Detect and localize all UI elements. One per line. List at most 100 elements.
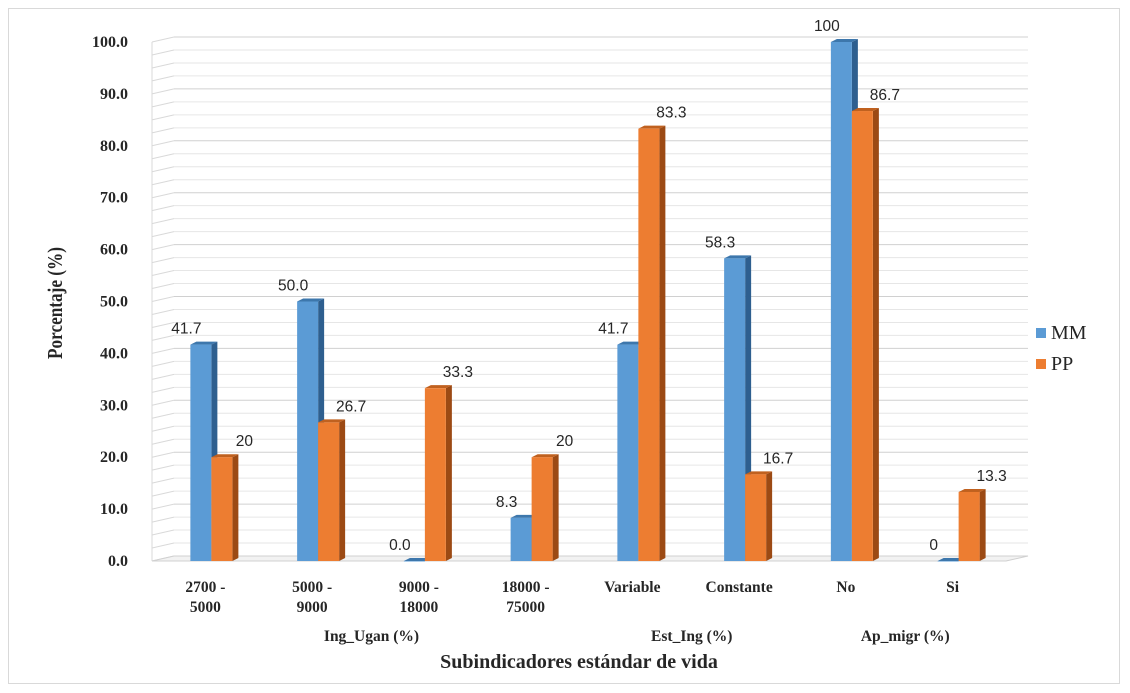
gridline-depth <box>151 360 175 367</box>
y-tick-label: 80.0 <box>100 138 128 155</box>
legend: MM PP <box>1036 322 1087 375</box>
bar-side-PP <box>445 385 452 561</box>
x-category-label: 18000 - <box>502 579 550 596</box>
gridline-depth <box>151 62 175 69</box>
data-label-PP: 83.3 <box>656 105 686 122</box>
data-labels: 41.7 20 50.0 26.7 0.0 33.3 8.3 20 41.7 83.3 58.3 16… <box>171 18 1006 554</box>
gridline-depth <box>151 153 175 160</box>
data-label-MM: 58.3 <box>705 234 735 251</box>
y-axis-ticks: 0.0 10.0 20.0 30.0 40.0 50.0 60.0 70.0 80.0 90.0 1… <box>92 34 128 570</box>
bar-PP <box>211 457 233 561</box>
gridline-depth <box>151 257 175 264</box>
bar-top-PP <box>424 385 452 389</box>
bar-top-PP <box>745 471 773 475</box>
gridline-depth <box>151 283 175 290</box>
data-label-MM: 0 <box>929 537 938 554</box>
gridline-depth <box>151 218 175 225</box>
bar-top-PP <box>211 454 239 458</box>
x-axis-title: Subindicadores estándar de vida <box>440 651 718 673</box>
bar-top-PP <box>638 125 666 129</box>
y-tick-label: 0.0 <box>108 553 128 570</box>
bar-top-MM <box>830 39 858 42</box>
y-tick-label: 10.0 <box>100 501 128 518</box>
data-label-PP: 26.7 <box>336 398 366 415</box>
bar-side-PP <box>872 108 879 561</box>
gridline-depth <box>151 270 175 277</box>
bar-top-MM <box>190 341 218 345</box>
gridline-depth <box>151 166 175 173</box>
data-label-PP: 20 <box>236 433 254 450</box>
x-group-label: Ap_migr (%) <box>861 628 950 645</box>
bar-top-MM <box>617 341 645 345</box>
gridline-depth <box>151 127 175 134</box>
gridline-depth <box>151 296 175 302</box>
x-category-label: 2700 - <box>185 579 225 596</box>
gridline-depth <box>151 438 175 445</box>
gridline-depth <box>151 477 175 484</box>
gridline-depth <box>151 412 175 419</box>
bar-PP <box>745 474 767 561</box>
bar-MM <box>937 561 959 562</box>
gridline-depth <box>151 373 175 380</box>
x-category-label: Si <box>946 579 960 596</box>
x-axis-categories: 2700 - 5000 5000 - 9000 9000 - 18000 18000 - 75… <box>185 579 959 616</box>
data-label-MM: 41.7 <box>171 321 201 338</box>
bar-top-MM <box>403 558 431 561</box>
data-label-PP: 16.7 <box>763 450 793 467</box>
gridline-depth <box>151 503 175 510</box>
bar-side-PP <box>659 125 666 561</box>
bar-top-MM <box>724 255 752 259</box>
bar-side-PP <box>979 488 986 561</box>
bar-PP <box>958 491 980 561</box>
gridline-depth <box>151 88 175 95</box>
x-category-label: Constante <box>706 579 773 596</box>
gridlines <box>151 36 1029 562</box>
bar-side-PP <box>339 419 346 561</box>
y-tick-label: 30.0 <box>100 397 128 414</box>
bar-top-PP <box>851 108 879 112</box>
data-label-MM: 8.3 <box>496 494 518 511</box>
data-label-PP: 13.3 <box>977 468 1007 485</box>
x-category-label: No <box>836 579 855 596</box>
gridline-depth <box>151 49 175 56</box>
bar-top-PP <box>958 488 986 492</box>
y-axis-title: Porcentaje (%) <box>45 247 68 359</box>
chart-frame <box>8 8 1120 684</box>
gridline-depth <box>151 36 175 43</box>
bar-MM <box>510 517 532 561</box>
bar-top-PP <box>531 454 559 458</box>
gridline-depth <box>151 75 175 82</box>
bar-MM <box>830 42 852 561</box>
x-category-label: Variable <box>604 579 660 596</box>
y-tick-label: 20.0 <box>100 449 128 466</box>
x-category-label: 5000 - <box>292 579 332 596</box>
gridline-depth <box>151 192 175 199</box>
gridline-depth <box>151 321 175 328</box>
y-tick-label: 90.0 <box>100 86 128 103</box>
bar-MM <box>403 561 425 562</box>
gridline-depth <box>151 386 175 393</box>
gridline-depth <box>151 490 175 497</box>
bar-MM <box>190 344 212 561</box>
bar-PP <box>318 422 340 561</box>
legend-swatch-PP <box>1036 359 1046 369</box>
y-tick-label: 60.0 <box>100 242 128 259</box>
gridline-depth <box>151 244 175 251</box>
gridline-depth <box>151 529 175 536</box>
bar-side-PP <box>766 471 773 561</box>
bar-top-PP <box>318 419 346 423</box>
x-category-label: 75000 <box>506 599 545 616</box>
bar-PP <box>851 111 873 561</box>
bar-side-PP <box>232 454 239 561</box>
bar-MM <box>297 301 319 561</box>
gridline-depth <box>151 231 175 238</box>
y-tick-label: 100.0 <box>92 34 128 51</box>
y-tick-label: 50.0 <box>100 294 128 311</box>
data-label-PP: 86.7 <box>870 87 900 104</box>
gridline-depth <box>151 308 175 315</box>
data-label-MM: 50.0 <box>278 278 309 295</box>
gridline-depth <box>151 347 175 354</box>
gridline-depth <box>151 464 175 471</box>
bar-top-MM <box>937 558 965 561</box>
gridline-depth <box>151 516 175 523</box>
